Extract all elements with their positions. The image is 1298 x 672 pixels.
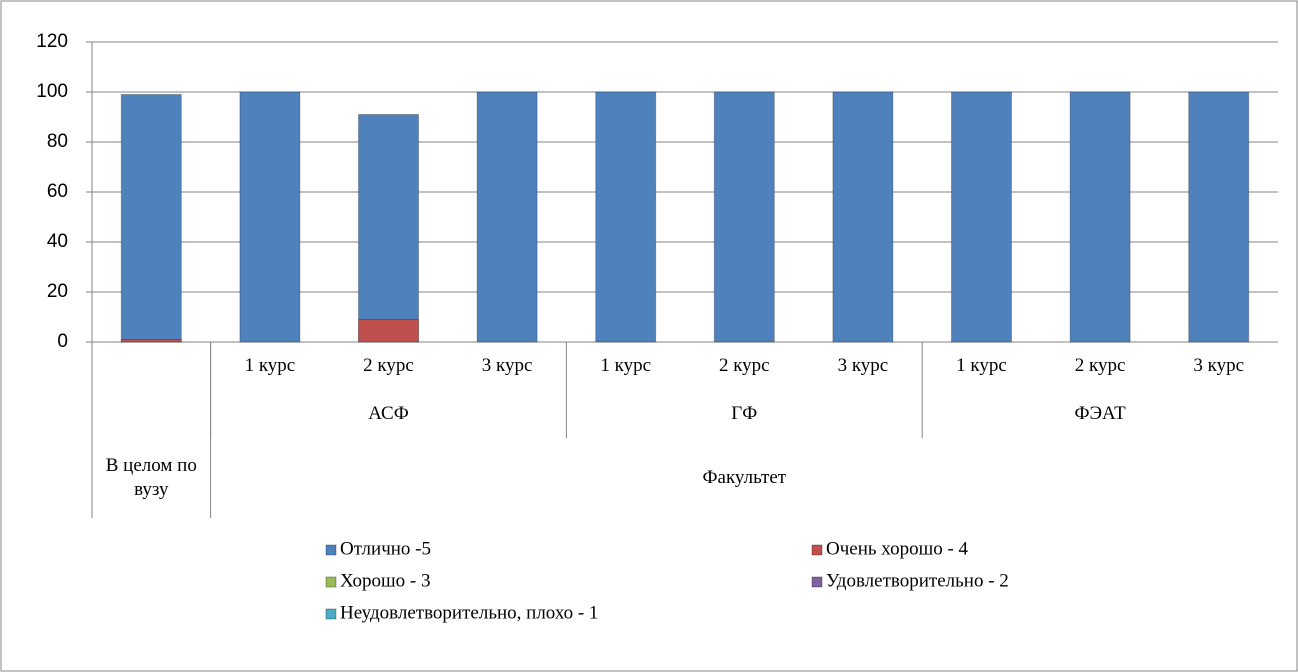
y-tick-label: 0 xyxy=(57,331,68,352)
category-label: 2 курс xyxy=(718,355,770,376)
y-tick-label: 40 xyxy=(47,231,68,252)
category-label: 3 курс xyxy=(1193,355,1245,376)
bar xyxy=(358,114,419,343)
legend-marker xyxy=(325,576,337,588)
bar xyxy=(120,94,182,343)
category-group-label: ФЭАТ xyxy=(1074,403,1126,424)
legend-label: Отлично -5 xyxy=(340,538,431,559)
bar xyxy=(120,339,182,343)
bar xyxy=(239,91,301,343)
bar xyxy=(713,91,775,343)
category-label: В целом по вузу xyxy=(105,455,197,500)
bar xyxy=(832,91,894,343)
y-tick-label: 100 xyxy=(36,81,68,102)
legend-marker xyxy=(811,544,823,556)
category-group-label: АСФ xyxy=(368,403,409,424)
category-label: 2 курс xyxy=(1074,355,1126,376)
bar xyxy=(1069,91,1131,343)
legend-marker xyxy=(325,608,337,620)
legend-label: Хорошо - 3 xyxy=(340,570,430,591)
legend-label: Неудовлетворительно, плохо - 1 xyxy=(340,602,598,623)
legend-marker xyxy=(325,544,337,556)
bar xyxy=(476,91,538,343)
legend-marker xyxy=(811,576,823,588)
y-tick-label: 60 xyxy=(47,181,68,202)
category-label: 1 курс xyxy=(956,355,1007,376)
category-label: 2 курс xyxy=(363,355,414,376)
category-label: 3 курс xyxy=(481,355,533,376)
category-group-label: Факультет xyxy=(702,467,787,488)
category-label: 1 курс xyxy=(600,355,652,376)
bar xyxy=(951,91,1012,343)
y-tick-label: 120 xyxy=(36,31,68,52)
legend-label: Удовлетворительно - 2 xyxy=(826,570,1009,591)
y-tick-label: 20 xyxy=(47,281,68,302)
category-label: 3 курс xyxy=(837,355,889,376)
category-group-label: ГФ xyxy=(731,403,758,424)
bar xyxy=(358,319,419,343)
y-tick-label: 80 xyxy=(47,131,68,152)
bar xyxy=(595,91,657,343)
legend-label: Очень хорошо - 4 xyxy=(826,538,969,559)
bar xyxy=(1188,91,1250,343)
category-label: 1 курс xyxy=(244,355,296,376)
